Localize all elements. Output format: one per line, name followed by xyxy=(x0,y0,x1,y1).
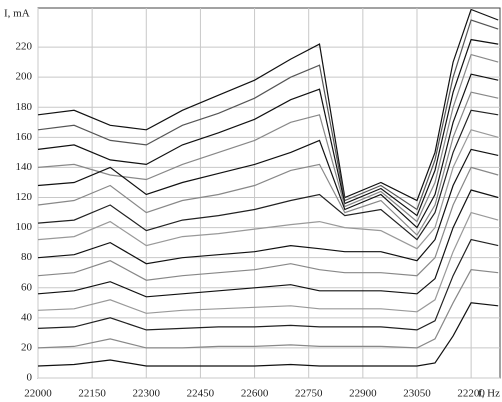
x-tick-label: 22900 xyxy=(349,388,377,400)
y-axis-label: I, mA xyxy=(4,8,30,20)
x-tick-label: 23050 xyxy=(403,388,431,400)
data-line xyxy=(37,19,499,211)
y-tick-label: 200 xyxy=(16,71,33,83)
data-line xyxy=(37,91,499,237)
data-line xyxy=(37,269,499,349)
data-line xyxy=(37,129,499,250)
data-line xyxy=(37,189,499,298)
y-tick-label: 160 xyxy=(16,131,33,143)
data-line xyxy=(37,302,499,367)
y-tick-label: 220 xyxy=(16,41,33,53)
x-tick-label: 22150 xyxy=(78,388,106,400)
data-line xyxy=(37,166,499,281)
x-tick-label: 22600 xyxy=(241,388,269,400)
data-line xyxy=(37,8,499,202)
data-line xyxy=(37,211,499,314)
y-tick-label: 120 xyxy=(16,191,33,203)
y-tick-label: 0 xyxy=(27,372,33,384)
y-tick-label: 100 xyxy=(16,221,33,233)
y-tick-label: 80 xyxy=(21,251,33,263)
y-tick-label: 40 xyxy=(21,311,33,323)
x-tick-label: 22200 xyxy=(457,388,485,400)
x-axis-label: f, Hz xyxy=(478,388,500,400)
x-tick-label: 22450 xyxy=(187,388,215,400)
x-tick-label: 22750 xyxy=(295,388,323,400)
x-tick-label: 22000 xyxy=(24,388,52,400)
y-tick-label: 140 xyxy=(16,161,33,173)
data-line xyxy=(37,73,499,229)
data-line xyxy=(37,238,499,331)
data-line xyxy=(37,109,499,241)
y-tick-label: 180 xyxy=(16,101,33,113)
y-tick-label: 20 xyxy=(21,341,33,353)
data-line xyxy=(37,148,499,265)
x-tick-label: 22300 xyxy=(133,388,161,400)
data-line xyxy=(37,53,499,223)
data-line xyxy=(37,38,499,217)
y-tick-label: 60 xyxy=(21,281,33,293)
